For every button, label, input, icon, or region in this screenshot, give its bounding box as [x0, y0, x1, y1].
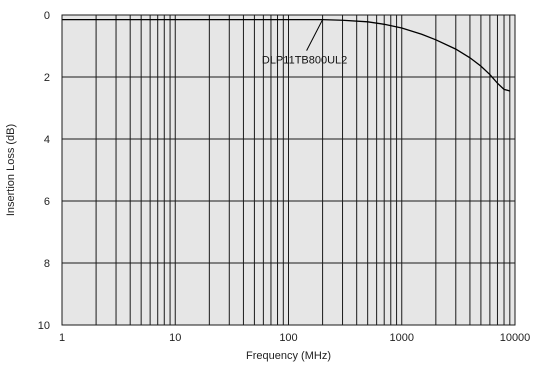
x-tick-label: 1000 [390, 332, 414, 344]
y-tick-label: 2 [44, 72, 50, 84]
y-axis-ticks: 0 2 4 6 8 10 [38, 10, 50, 332]
annotations: DLP11TB800UL2 [262, 19, 347, 67]
grid-lines [62, 15, 515, 325]
series-line [62, 19, 510, 92]
x-axis-ticks: 1 10 100 1000 10000 [59, 332, 530, 344]
y-tick-label: 0 [44, 10, 50, 22]
y-tick-label: 10 [38, 320, 50, 332]
x-tick-label: 100 [279, 332, 297, 344]
y-axis-title: Insertion Loss (dB) [5, 124, 17, 216]
series-label: DLP11TB800UL2 [262, 55, 347, 67]
x-tick-label: 10000 [500, 332, 531, 344]
series-layer [62, 19, 510, 92]
y-tick-label: 8 [44, 258, 50, 270]
x-tick-label: 1 [59, 332, 65, 344]
y-tick-label: 4 [44, 134, 50, 146]
x-tick-label: 10 [169, 332, 181, 344]
plot-frame [61, 14, 516, 326]
x-axis-title: Frequency (MHz) [246, 350, 331, 362]
y-tick-label: 6 [44, 196, 50, 208]
annotation-leader-line [306, 19, 324, 51]
